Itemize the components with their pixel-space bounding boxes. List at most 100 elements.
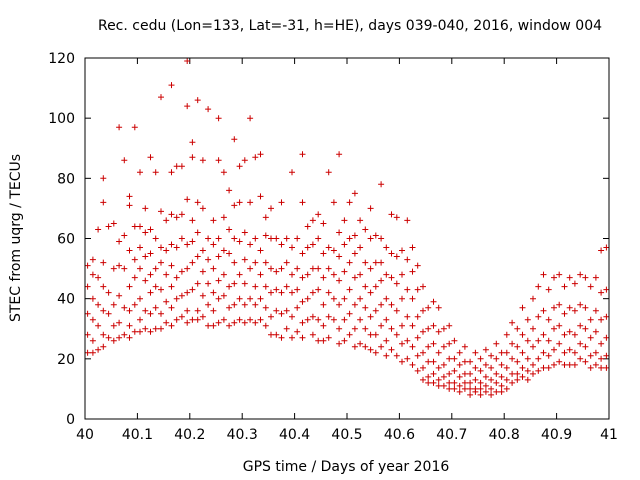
- data-point: [351, 250, 358, 257]
- data-point: [587, 334, 594, 341]
- data-point: [105, 223, 112, 230]
- data-point: [503, 349, 510, 356]
- data-point: [456, 349, 463, 356]
- data-point: [236, 199, 243, 206]
- data-point: [587, 283, 594, 290]
- data-point: [451, 337, 458, 344]
- data-point: [163, 319, 170, 326]
- data-point: [247, 316, 254, 323]
- data-point: [320, 274, 327, 281]
- data-point: [189, 154, 196, 161]
- data-point: [556, 271, 563, 278]
- data-point: [173, 214, 180, 221]
- data-point: [388, 301, 395, 308]
- data-point: [336, 253, 343, 260]
- data-point: [393, 253, 400, 260]
- data-point: [341, 337, 348, 344]
- data-point: [530, 325, 536, 332]
- data-point: [482, 388, 489, 395]
- data-point: [89, 337, 96, 344]
- data-point: [158, 325, 164, 332]
- data-point: [299, 151, 306, 158]
- data-point: [241, 256, 248, 263]
- plot-frame: [84, 57, 610, 420]
- data-point: [325, 289, 332, 296]
- data-point: [561, 349, 568, 356]
- data-point: [320, 220, 327, 227]
- data-point: [587, 316, 594, 323]
- data-point: [519, 373, 526, 380]
- x-tick-label: 40.9: [541, 427, 572, 443]
- data-point: [551, 274, 557, 281]
- data-point: [247, 265, 254, 272]
- data-point: [341, 268, 348, 275]
- data-point: [257, 151, 264, 158]
- data-point: [372, 331, 379, 338]
- data-point: [278, 310, 285, 317]
- data-point: [519, 349, 526, 356]
- data-point: [215, 277, 222, 284]
- data-point: [498, 373, 505, 380]
- data-point: [409, 361, 416, 368]
- data-point: [446, 340, 453, 347]
- data-point: [451, 385, 458, 392]
- data-point: [152, 325, 159, 332]
- data-point: [372, 307, 379, 314]
- data-point: [383, 337, 390, 344]
- data-point: [194, 97, 201, 104]
- data-point: [100, 307, 107, 314]
- data-point: [566, 361, 573, 368]
- data-point: [210, 307, 217, 314]
- data-point: [95, 274, 102, 281]
- chart-title: Rec. cedu (Lon=133, Lat=-31, h=HE), days…: [98, 18, 602, 34]
- data-point: [178, 211, 185, 218]
- data-point: [603, 313, 610, 320]
- data-point: [409, 343, 416, 350]
- data-point: [545, 316, 552, 323]
- data-point: [330, 247, 337, 254]
- data-point: [367, 205, 374, 212]
- data-point: [252, 259, 259, 266]
- data-point: [357, 340, 364, 347]
- data-point: [236, 163, 243, 170]
- data-point: [325, 265, 332, 272]
- axis-ticks: 40 40.1 40.2 40.3 40.4 40.5 40.6 40.7 40.8 40.9 41…: [48, 51, 618, 443]
- data-point: [168, 241, 175, 248]
- data-point: [571, 349, 578, 356]
- data-point: [341, 316, 348, 323]
- data-point: [268, 313, 274, 320]
- data-point: [231, 280, 238, 287]
- data-point: [325, 313, 332, 320]
- data-point: [357, 271, 364, 278]
- data-point: [603, 334, 610, 341]
- data-point: [367, 289, 374, 296]
- data-point: [126, 334, 133, 341]
- data-point: [493, 340, 500, 347]
- data-point: [545, 337, 552, 344]
- data-point: [551, 304, 557, 311]
- data-point: [346, 310, 353, 317]
- data-point: [299, 250, 306, 257]
- data-point: [289, 334, 295, 341]
- data-point: [440, 343, 447, 350]
- data-point: [262, 283, 269, 290]
- data-point: [168, 211, 175, 218]
- data-point: [336, 301, 343, 308]
- data-point: [89, 256, 96, 263]
- data-point: [493, 370, 500, 377]
- data-point: [289, 313, 295, 320]
- data-point: [205, 280, 212, 287]
- data-point: [577, 271, 584, 278]
- data-point: [168, 322, 175, 329]
- data-point: [257, 271, 264, 278]
- data-point: [488, 376, 495, 383]
- data-point: [477, 385, 484, 392]
- data-point: [592, 328, 599, 335]
- data-point: [482, 373, 489, 380]
- data-point: [351, 190, 358, 197]
- data-point: [435, 364, 442, 371]
- data-point: [461, 358, 468, 365]
- data-point: [205, 301, 212, 308]
- data-point: [409, 268, 416, 275]
- data-point: [524, 316, 531, 323]
